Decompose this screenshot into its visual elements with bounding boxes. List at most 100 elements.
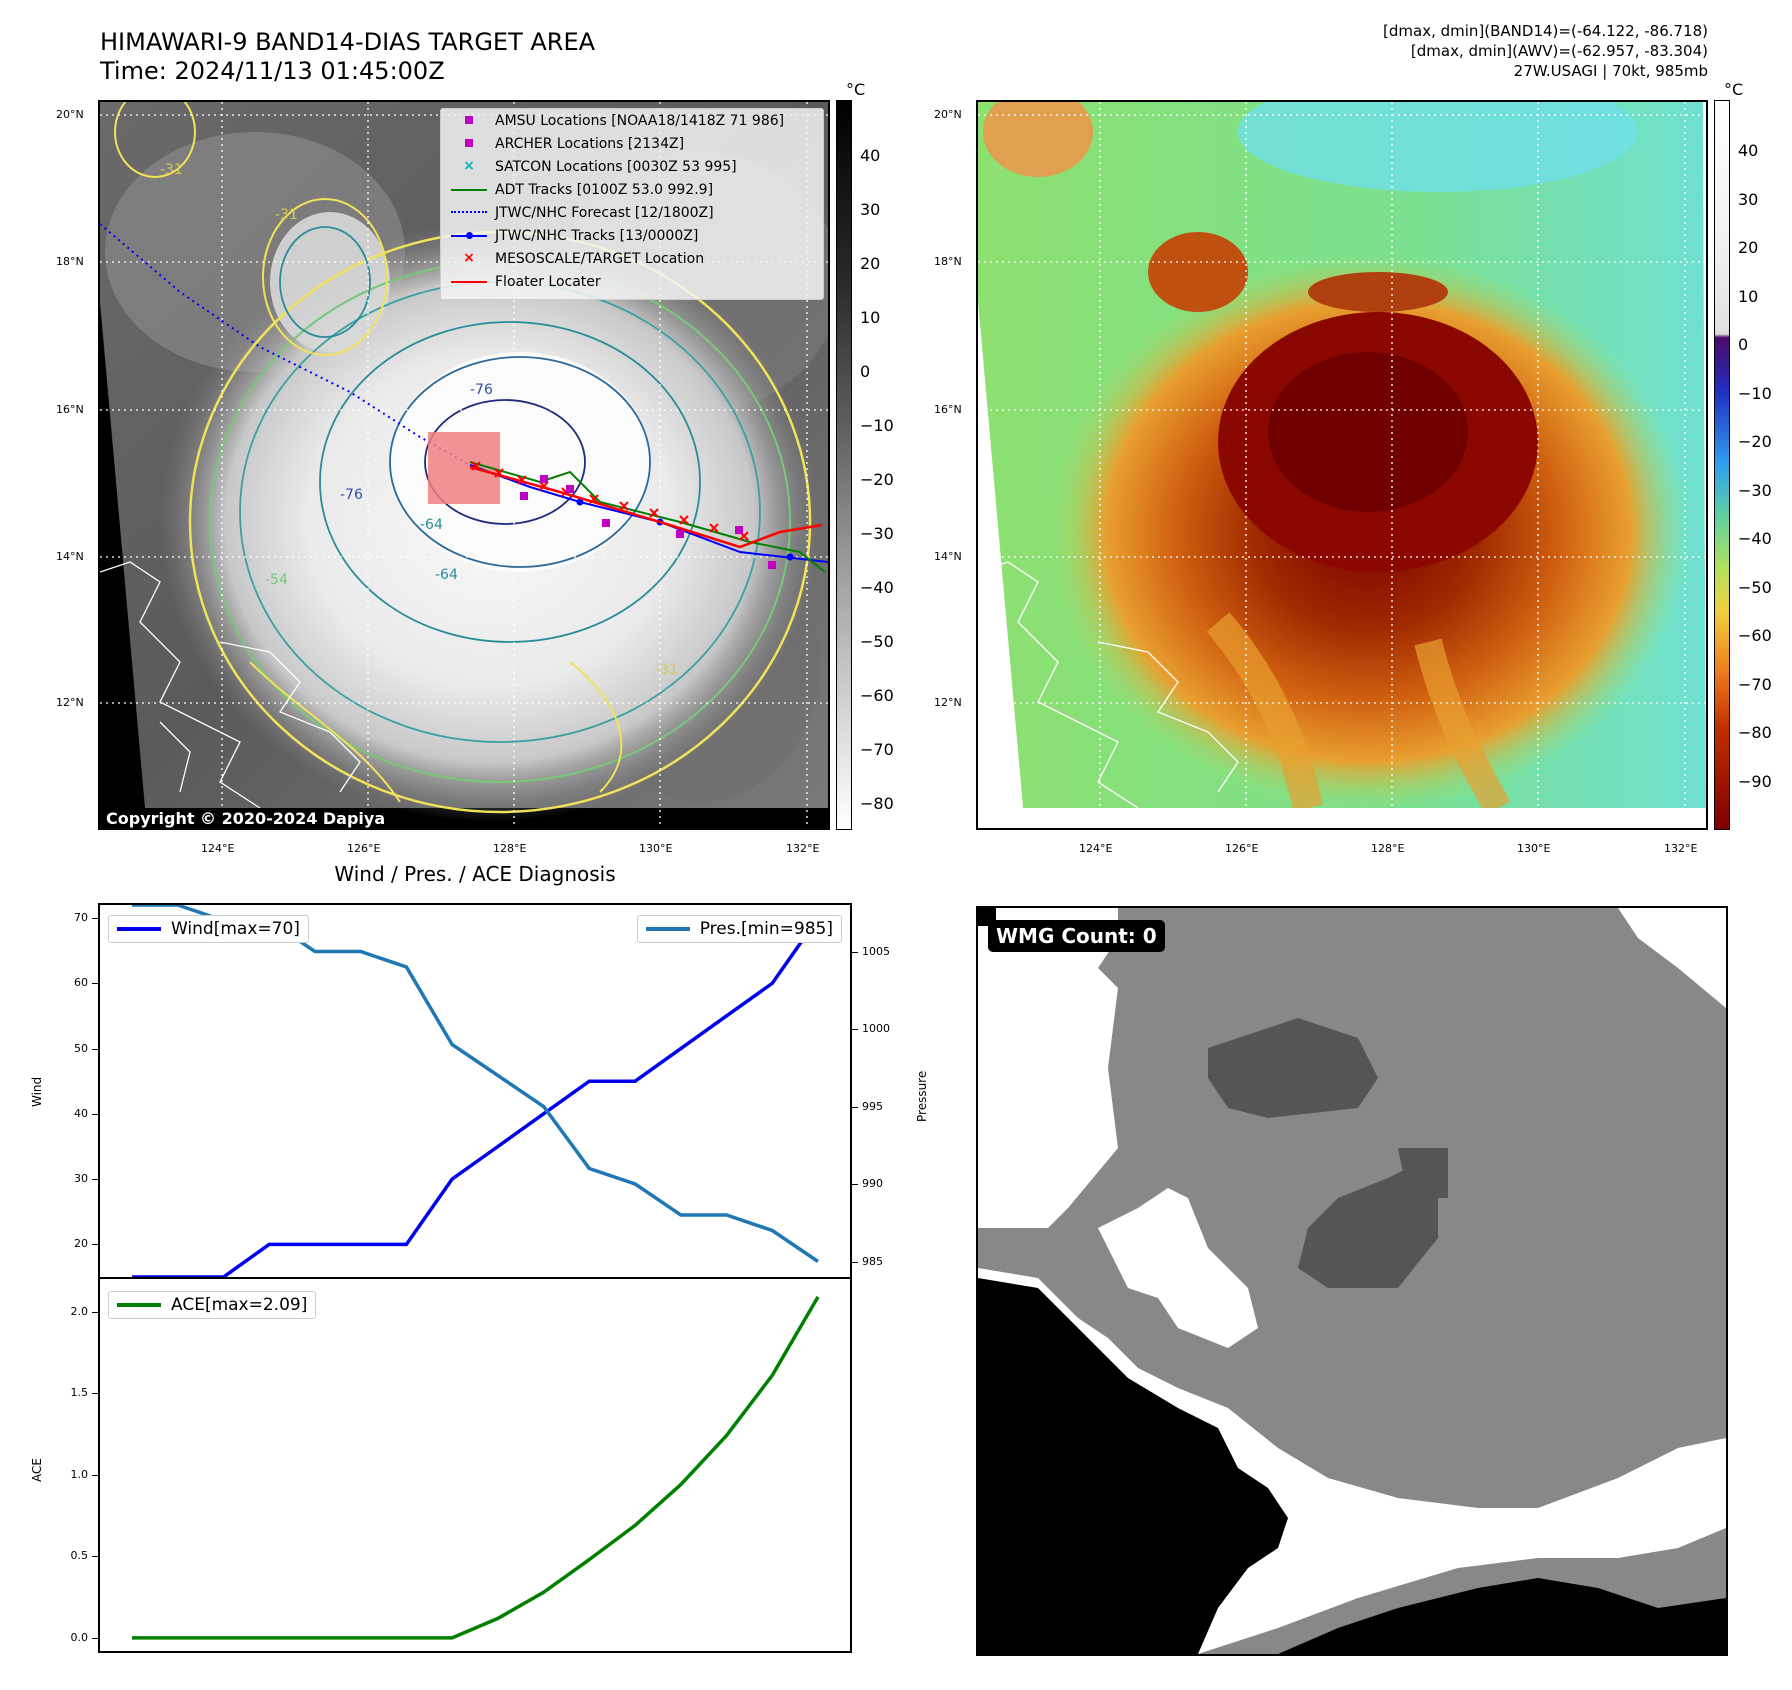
colorbar-right-tick: −60 [1738,626,1772,645]
ace-tick-label-mark [92,1474,98,1476]
lat-label: 14°N [934,550,962,563]
ace-legend-swatch [117,1303,161,1307]
pressure-tick-label-mark [852,1261,858,1263]
wind-pressure-svg [132,905,820,1277]
wind-axis-label: Wind [30,1076,44,1107]
diagnosis-title: Wind / Pres. / ACE Diagnosis [334,862,616,886]
pressure-legend-swatch [645,927,690,931]
colorbar-left-tick: 0 [860,362,871,381]
colorbar-left-tick: 20 [860,254,881,273]
lon-label: 132°E [1664,842,1698,855]
pressure-tick-label: 1005 [862,944,890,958]
colorbar-left-tick: −80 [860,794,894,813]
colorbar-right [1714,100,1730,830]
wind-tick-label-mark [92,1179,98,1181]
figure-title-line1: HIMAWARI-9 BAND14-DIAS TARGET AREA [100,28,596,56]
wind-legend: Wind[max=70] [108,915,309,943]
pressure-tick-label-mark [852,1184,858,1185]
wind-tick-label: 70 [74,911,88,925]
colorbar-right-tick: −40 [1738,529,1772,548]
colorbar-left-tick: −40 [860,578,894,597]
wind-tick-label: 60 [74,976,88,990]
contour-label: -76 [470,382,493,398]
pressure-axis-label-wrap: Pressure [912,1071,952,1122]
dmax-awv-text: [dmax, dmin](AWV)=(-62.957, -83.304) [1410,42,1708,60]
wind-axis-label-wrap: Wind [22,1077,52,1107]
colorbar-left-tick: 30 [860,200,881,219]
ace-axis-label-wrap: ACE [22,1458,52,1482]
contour-label: -64 [435,567,458,583]
wind-tick-label: 50 [74,1041,88,1055]
lat-label: 14°N [56,550,84,563]
colorbar-right-tick: −90 [1738,772,1772,791]
contour-label: -64 [420,517,443,533]
ace-legend: ACE[max=2.09] [108,1291,317,1319]
pressure-tick-label-mark [852,1106,858,1108]
colorbar-right-tick: −50 [1738,578,1772,597]
lat-label: 16°N [56,403,84,416]
dmax-band14-text: [dmax, dmin](BAND14)=(-64.122, -86.718) [1383,22,1708,40]
contour-label: -31 [160,162,183,178]
colorbar-right-tick: 0 [1738,335,1749,354]
colorbar-right-tick: −30 [1738,481,1772,500]
colorbar-right-tick: 10 [1738,287,1759,306]
lon-label: 130°E [639,842,673,855]
legend-item-jtwc-forecast: JTWC/NHC Forecast [12/1800Z] [441,201,823,224]
ace-axis-label: ACE [30,1458,44,1482]
lon-label: 126°E [347,842,381,855]
wind-legend-label: Wind[max=70] [171,919,300,939]
lon-label: 132°E [786,842,820,855]
colorbar-left-tick: −20 [860,470,894,489]
ace-series-line [132,1296,820,1640]
colorbar-left [836,100,852,830]
colorbar-left-tick: −50 [860,632,894,651]
ace-tick-label: 0.0 [70,1630,89,1644]
lat-label: 12°N [56,696,84,709]
wmg-count-label: WMG Count: 0 [988,920,1165,952]
colorbar-right-tick: 40 [1738,141,1759,160]
legend-item-adt: ADT Tracks [0100Z 53.0 992.9] [441,178,823,201]
lon-label: 128°E [493,842,527,855]
colorbar-right-tick: −20 [1738,432,1772,451]
pressure-tick-label: 1000 [862,1022,890,1035]
ace-svg [132,1296,820,1640]
copyright-label: Copyright © 2020-2024 Dapiya [100,808,392,828]
band14-map-panel: -76 -76 -64 -64 -54 -31 -31 -31 AMSU Loc… [98,100,830,830]
lat-label: 18°N [934,255,962,268]
ace-tick-label-mark [92,1311,98,1313]
colorbar-left-tick: −70 [860,740,894,759]
legend-item-archer: ARCHER Locations [2134Z] [441,132,823,155]
figure-title-line2: Time: 2024/11/13 01:45:00Z [100,57,445,85]
pressure-legend: Pres.[min=985] [636,915,842,943]
lat-label: 16°N [934,403,962,416]
wind-tick-label: 40 [74,1106,88,1120]
pressure-tick-label-mark [852,951,858,953]
wind-tick-label-mark [92,1244,98,1246]
colorbar-right-tick: 30 [1738,190,1759,209]
legend-item-amsu: AMSU Locations [NOAA18/1418Z 71 986] [441,109,823,132]
awv-map-image [978,102,1706,828]
map-legend: AMSU Locations [NOAA18/1418Z 71 986] ARC… [440,108,824,300]
lon-label: 130°E [1517,842,1551,855]
colorbar-left-tick: −30 [860,524,894,543]
ace-legend-label: ACE[max=2.09] [171,1295,308,1315]
wind-tick-label-mark [92,1048,98,1050]
lon-label: 124°E [1079,842,1113,855]
lon-label: 126°E [1225,842,1259,855]
colorbar-right-tick: −80 [1738,723,1772,742]
pressure-axis-label: Pressure [915,1070,929,1122]
lon-label: 128°E [1371,842,1405,855]
legend-item-jtwc-tracks: JTWC/NHC Tracks [13/0000Z] [441,224,823,247]
ace-tick-label-mark [92,1637,98,1639]
wmg-image [978,908,1726,1654]
pressure-legend-label: Pres.[min=985] [699,919,833,939]
wind-series-line [132,917,820,1277]
pressure-tick-label-mark [852,1029,858,1030]
lat-label: 12°N [934,696,962,709]
ace-tick-label: 0.5 [70,1549,89,1563]
colorbar-left-unit: °C [846,80,866,99]
ace-tick-label: 2.0 [70,1304,89,1318]
ace-tick-label-mark [92,1556,98,1558]
colorbar-left-tick: −10 [860,416,894,435]
colorbar-right-tick: 20 [1738,238,1759,257]
